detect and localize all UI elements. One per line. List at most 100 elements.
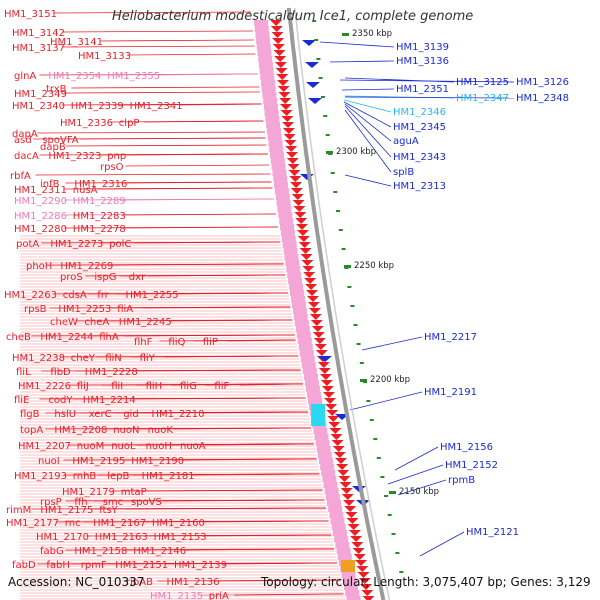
gene-label-chey[interactable]: cheY	[71, 353, 96, 364]
gene-label-hm1-2153[interactable]: HM1_2153	[154, 532, 207, 543]
gene-label-hm1-2255[interactable]: HM1_2255	[126, 290, 179, 301]
gene-label-hm1-2135[interactable]: HM1_2135	[150, 591, 203, 600]
gene-label-fabd[interactable]: fabD	[12, 560, 36, 571]
gene-label-asd[interactable]: asd	[14, 135, 32, 146]
gene-label-rpsp[interactable]: rpsP	[40, 497, 62, 508]
gene-label-hm1-2355[interactable]: HM1_2355	[107, 71, 160, 82]
gene-label-infb[interactable]: infB	[40, 179, 60, 190]
gene-label-hm1-2323[interactable]: HM1_2323	[48, 151, 101, 162]
gene-label-hm1-2343[interactable]: HM1_2343	[393, 152, 446, 163]
gene-label-trxb[interactable]: trxB	[46, 84, 67, 95]
gene-label-hm1-2245[interactable]: HM1_2245	[119, 317, 172, 328]
gene-label-hm1-2175[interactable]: HM1_2175	[40, 505, 93, 516]
gene-label-flig[interactable]: fliG	[180, 381, 197, 392]
gene-label-hm1-2336[interactable]: HM1_2336	[60, 118, 113, 129]
gene-label-topa[interactable]: topA	[20, 425, 43, 436]
gene-label-hm1-2349[interactable]: HM1_2349	[14, 89, 67, 100]
gene-label-lepb[interactable]: lepB	[107, 471, 129, 482]
gene-label-ffh[interactable]: ffh	[74, 497, 87, 508]
gene-label-polc[interactable]: polC	[109, 239, 131, 250]
gene-label-nuoi[interactable]: nuoI	[38, 456, 60, 467]
gene-label-chew[interactable]: cheW	[50, 317, 78, 328]
gene-label-splb[interactable]: splB	[393, 167, 414, 178]
gene-label-hm1-3126[interactable]: HM1_3126	[516, 77, 569, 88]
gene-label-hm1-2273[interactable]: HM1_2273	[50, 239, 103, 250]
gene-label-hm1-2280[interactable]: HM1_2280	[14, 224, 67, 235]
gene-label-dxr[interactable]: dxr	[129, 272, 146, 283]
gene-label-phoh[interactable]: phoH	[26, 261, 52, 272]
gene-label-dapb[interactable]: dapB	[40, 142, 66, 153]
gene-label-flii[interactable]: fliI	[111, 381, 123, 392]
gene-label-hm1-2210[interactable]: HM1_2210	[152, 409, 205, 420]
gene-label-hm1-3142[interactable]: HM1_3142	[12, 28, 65, 39]
gene-label-hm1-3141[interactable]: HM1_3141	[50, 37, 103, 48]
gene-label-hm1-3137[interactable]: HM1_3137	[12, 43, 65, 54]
gene-label-nuoh[interactable]: nuoH	[146, 441, 172, 452]
gene-label-hm1-2208[interactable]: HM1_2208	[54, 425, 107, 436]
gene-label-flgb[interactable]: flgB	[20, 409, 40, 420]
gene-label-flih[interactable]: fliH	[146, 381, 163, 392]
gene-label-hm1-2217[interactable]: HM1_2217	[424, 332, 477, 343]
gene-label-hm1-2158[interactable]: HM1_2158	[74, 546, 127, 557]
gene-label-hm1-2244[interactable]: HM1_2244	[40, 332, 93, 343]
gene-label-flha[interactable]: flhA	[99, 332, 119, 343]
gene-label-hm1-2191[interactable]: HM1_2191	[424, 387, 477, 398]
gene-label-hm1-2228[interactable]: HM1_2228	[85, 367, 138, 378]
gene-label-dapa[interactable]: dapA	[12, 129, 38, 140]
gene-label-hm1-2345[interactable]: HM1_2345	[393, 122, 446, 133]
gene-label-hm1-2152[interactable]: HM1_2152	[445, 460, 498, 471]
gene-label-hm1-2253[interactable]: HM1_2253	[58, 304, 111, 315]
gene-label-hm1-2121[interactable]: HM1_2121	[466, 527, 519, 538]
gene-label-nuok[interactable]: nuoK	[148, 425, 174, 436]
gene-label-hm1-2181[interactable]: HM1_2181	[142, 471, 195, 482]
gene-label-hm1-2269[interactable]: HM1_2269	[60, 261, 113, 272]
gene-label-hm1-2207[interactable]: HM1_2207	[18, 441, 71, 452]
gene-label-pria[interactable]: priA	[209, 591, 229, 600]
gene-label-flhf[interactable]: flhF	[134, 337, 153, 348]
gene-label-hm1-2316[interactable]: HM1_2316	[74, 179, 127, 190]
gene-label-hm1-2286[interactable]: HM1_2286	[14, 211, 67, 222]
gene-label-ispg[interactable]: ispG	[94, 272, 116, 283]
gene-label-hm1-2311[interactable]: HM1_2311	[14, 185, 67, 196]
gene-label-pnp[interactable]: pnp	[107, 151, 126, 162]
gene-label-smc[interactable]: smc	[103, 497, 123, 508]
gene-label-hm1-2351[interactable]: HM1_2351	[396, 84, 449, 95]
gene-label-nusa[interactable]: nusA	[73, 185, 98, 196]
gene-label-hm1-2151[interactable]: HM1_2151	[115, 560, 168, 571]
gene-label-hm1-2193[interactable]: HM1_2193	[14, 471, 67, 482]
gene-label-clpp[interactable]: clpP	[119, 118, 140, 129]
gene-label-pota[interactable]: potA	[16, 239, 39, 250]
gene-label-spovfa[interactable]: spoVFA	[42, 135, 78, 146]
gene-label-hm1-2170[interactable]: HM1_2170	[36, 532, 89, 543]
gene-label-rnhb[interactable]: rnhB	[73, 471, 97, 482]
gene-label-hm1-2156[interactable]: HM1_2156	[440, 442, 493, 453]
gene-label-hm1-2341[interactable]: HM1_2341	[130, 101, 183, 112]
gene-label-hm1-2139[interactable]: HM1_2139	[174, 560, 227, 571]
gene-label-hm1-2195[interactable]: HM1_2195	[72, 456, 125, 467]
gene-label-flil[interactable]: fliL	[16, 367, 31, 378]
gene-label-rpso[interactable]: rpsO	[100, 162, 124, 173]
gene-label-hm1-2167[interactable]: HM1_2167	[93, 518, 146, 529]
gene-label-flif[interactable]: fliF	[214, 381, 229, 392]
gene-label-spovs[interactable]: spoVS	[131, 497, 162, 508]
gene-label-hm1-2340[interactable]: HM1_2340	[12, 101, 65, 112]
gene-label-rpmb[interactable]: rpmB	[448, 475, 475, 486]
gene-label-hm1-2146[interactable]: HM1_2146	[133, 546, 186, 557]
gene-label-hm1-2226[interactable]: HM1_2226	[18, 381, 71, 392]
gene-label-hm1-2179[interactable]: HM1_2179	[62, 487, 115, 498]
gene-label-hm1-3125[interactable]: HM1_3125	[456, 77, 509, 88]
gene-label-hm1-2163[interactable]: HM1_2163	[95, 532, 148, 543]
gene-label-agua[interactable]: aguA	[393, 136, 419, 147]
gene-label-hm1-3133[interactable]: HM1_3133	[78, 51, 131, 62]
gene-label-hm1-2278[interactable]: HM1_2278	[73, 224, 126, 235]
gene-label-hslu[interactable]: hslU	[54, 409, 76, 420]
gene-label-hm1-2347[interactable]: HM1_2347	[456, 93, 509, 104]
gene-label-cheb[interactable]: cheB	[6, 332, 31, 343]
gene-label-nuoa[interactable]: nuoA	[180, 441, 206, 452]
gene-label-rimm[interactable]: rimM	[6, 505, 31, 516]
gene-label-hm1-2339[interactable]: HM1_2339	[71, 101, 124, 112]
gene-label-hm1-2177[interactable]: HM1_2177	[6, 518, 59, 529]
gene-label-flin[interactable]: fliN	[105, 353, 122, 364]
gene-label-hm1-2283[interactable]: HM1_2283	[73, 211, 126, 222]
gene-label-rbfa[interactable]: rbfA	[10, 171, 31, 182]
